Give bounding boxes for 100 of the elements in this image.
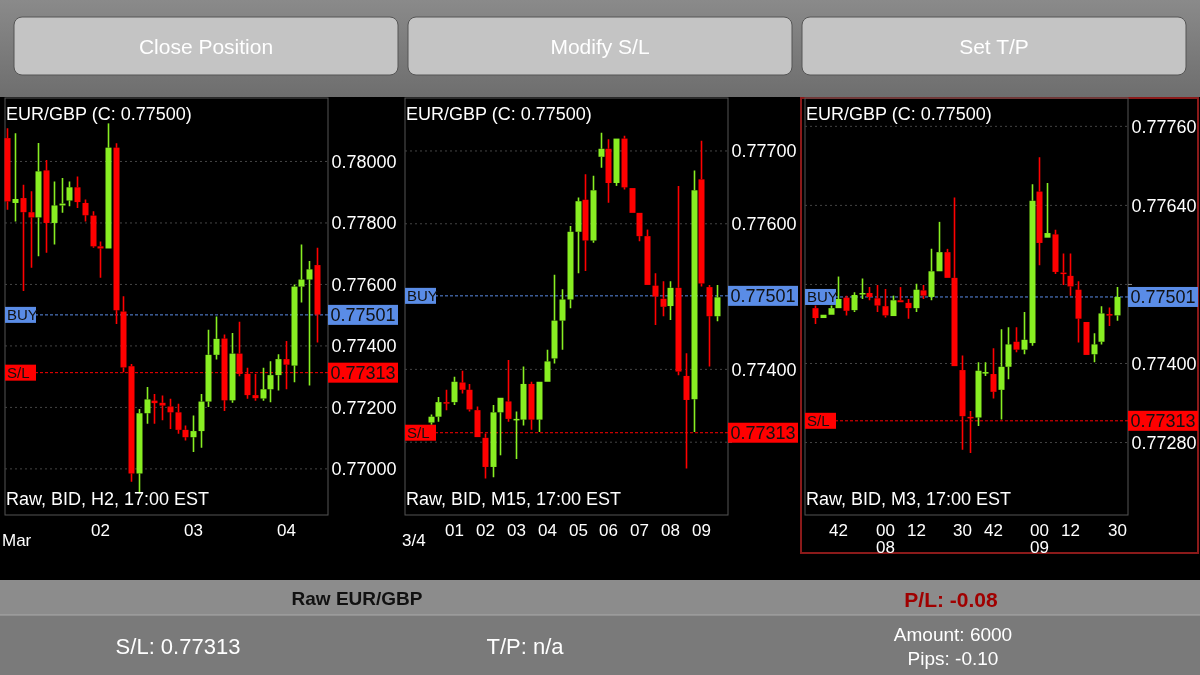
y-tick-label: 0.77400 — [1131, 353, 1197, 374]
candlestick — [559, 288, 566, 351]
candlestick — [443, 388, 450, 411]
candlestick — [820, 314, 827, 319]
candlestick — [4, 127, 11, 211]
ref-line-label: S/L — [7, 363, 30, 381]
candlestick — [706, 284, 713, 368]
candlestick — [1044, 182, 1051, 238]
button: Close Position — [13, 16, 399, 76]
y-tick-label: 0.77760 — [1131, 116, 1197, 137]
candlestick — [660, 280, 667, 318]
text: 0.77501 — [330, 305, 396, 326]
candlestick — [229, 332, 236, 404]
candlestick — [1083, 321, 1090, 355]
candlestick — [97, 240, 104, 279]
candlestick — [167, 398, 174, 430]
y-tick-label: 0.78000 — [331, 151, 397, 172]
candlestick — [1036, 156, 1043, 267]
x-tick-label: 12 — [1061, 520, 1080, 540]
y-tick-label: 0.77280 — [1131, 432, 1197, 453]
annotation: Raw, BID, M3, 17:00 EST — [806, 489, 1012, 510]
x-tick-label: 06 — [599, 520, 618, 540]
x-tick-label: 04 — [538, 520, 557, 540]
candlestick — [159, 394, 166, 422]
candlestick — [213, 315, 220, 361]
candlestick — [698, 139, 705, 288]
text: 0.77501 — [1130, 287, 1196, 308]
y-tick-label: 0.77640 — [1131, 195, 1197, 216]
candlestick — [1005, 326, 1012, 381]
y-tick-label: 0.77600 — [731, 214, 797, 235]
candlestick — [675, 185, 682, 377]
y-tick-label: 0.77600 — [331, 274, 397, 295]
candlestick — [951, 196, 958, 367]
text: 0.77313 — [330, 362, 396, 383]
candlestick — [190, 414, 197, 453]
x-tick-label: 09 — [692, 520, 711, 540]
candlestick — [1091, 332, 1098, 363]
candlestick — [691, 169, 698, 433]
text: T/P: n/a — [486, 633, 565, 659]
candlestick — [874, 284, 881, 313]
y-tick-label: 0.77000 — [331, 459, 397, 480]
text: 3/4 — [402, 530, 426, 550]
button: Modify S/L — [407, 16, 793, 76]
candlestick — [113, 142, 120, 325]
text: P/L: -0.08 — [904, 588, 998, 612]
x-tick-label: 00 09 — [1030, 520, 1049, 557]
ref-line-label: S/L — [407, 423, 430, 441]
text: Mar — [2, 530, 32, 550]
candlestick — [1021, 311, 1028, 356]
candlestick — [652, 272, 659, 326]
x-tick-label: 00 08 — [876, 520, 895, 557]
button: Set T/P — [801, 16, 1187, 76]
candlestick — [882, 288, 889, 319]
candlestick — [990, 347, 997, 400]
x-tick-label: 30 — [953, 520, 972, 540]
candlestick — [298, 243, 305, 304]
candlestick — [598, 131, 605, 169]
y-tick-label: 0.77400 — [331, 336, 397, 357]
x-tick-label: 42 — [984, 520, 1003, 540]
text: 0.77313 — [1130, 411, 1196, 432]
annotation: Raw, BID, H2, 17:00 EST — [6, 489, 210, 510]
candlestick — [575, 196, 582, 275]
candlestick — [998, 328, 1005, 421]
x-tick-label: 12 — [907, 520, 926, 540]
candlestick — [12, 132, 19, 223]
candlestick — [306, 260, 313, 387]
candlestick — [859, 277, 866, 300]
candlestick — [198, 393, 205, 449]
ref-line-label: S/L — [807, 412, 830, 430]
candlestick — [20, 184, 27, 292]
x-tick-label: 05 — [569, 520, 588, 540]
candlestick — [605, 138, 612, 204]
candlestick — [928, 248, 935, 302]
candlestick — [1067, 252, 1074, 297]
chart-title: EUR/GBP (C: 0.77500) — [6, 104, 192, 125]
candlestick — [1029, 183, 1036, 347]
text: Raw EUR/GBP — [291, 587, 423, 609]
ref-line-label: BUY — [407, 287, 438, 305]
x-tick-label: 03 — [184, 520, 203, 540]
candlestick — [267, 360, 274, 403]
candlestick — [105, 122, 112, 249]
chart-title: EUR/GBP (C: 0.77500) — [406, 104, 592, 125]
candlestick — [1075, 280, 1082, 344]
y-tick-label: 0.77400 — [731, 359, 797, 380]
candlestick — [835, 275, 842, 309]
candlestick — [505, 359, 512, 423]
x-tick-label: 08 — [661, 520, 680, 540]
y-tick-label: 0.77700 — [731, 141, 797, 162]
candlestick — [497, 397, 504, 457]
candlestick — [51, 180, 58, 246]
candlestick — [582, 173, 589, 272]
candlestick — [314, 247, 321, 344]
x-tick-label: 07 — [630, 520, 649, 540]
y-tick-label: 0.77800 — [331, 213, 397, 234]
text: 0.77501 — [730, 286, 796, 307]
x-tick-label: 04 — [277, 520, 296, 540]
x-tick-label: 02 — [476, 520, 495, 540]
x-tick-label: 30 — [1108, 520, 1127, 540]
candlestick — [667, 280, 674, 321]
text: S/L: 0.77313 — [115, 633, 241, 659]
